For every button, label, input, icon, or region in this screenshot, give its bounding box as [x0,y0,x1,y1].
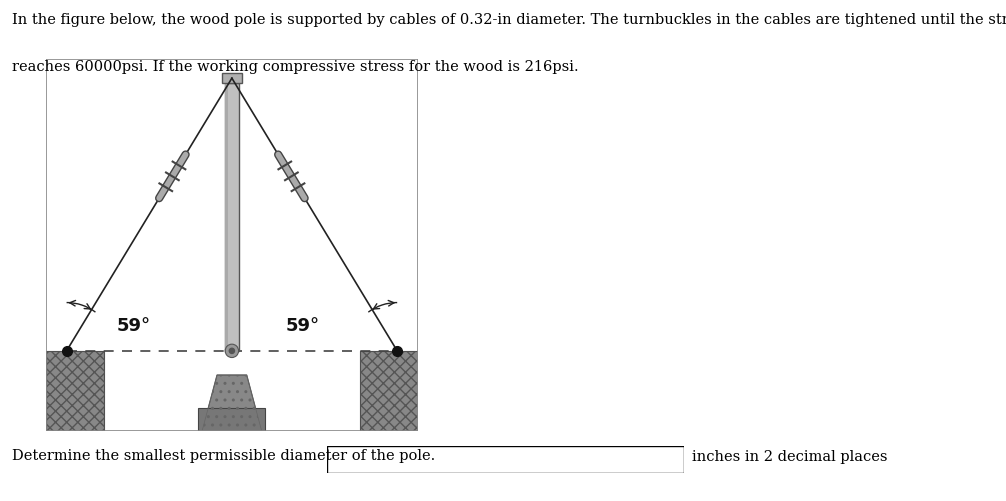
Text: 59°: 59° [286,317,320,335]
Polygon shape [202,375,262,431]
Circle shape [225,345,238,358]
Text: reaches 60000psi. If the working compressive stress for the wood is 216psi.: reaches 60000psi. If the working compres… [12,60,578,74]
Bar [224,84,239,351]
Bar [46,351,104,431]
Bar [360,351,417,431]
Text: In the figure below, the wood pole is supported by cables of 0.32-in diameter. T: In the figure below, the wood pole is su… [12,13,1006,27]
Bar [224,84,228,351]
FancyBboxPatch shape [327,446,684,473]
Bar [198,409,266,431]
Text: Determine the smallest permissible diameter of the pole.: Determine the smallest permissible diame… [12,448,436,462]
Text: inches in 2 decimal places: inches in 2 decimal places [692,449,887,462]
Bar [222,74,241,84]
Bar [360,351,417,431]
Bar [46,351,104,431]
Text: 59°: 59° [117,317,151,335]
Circle shape [229,349,234,354]
